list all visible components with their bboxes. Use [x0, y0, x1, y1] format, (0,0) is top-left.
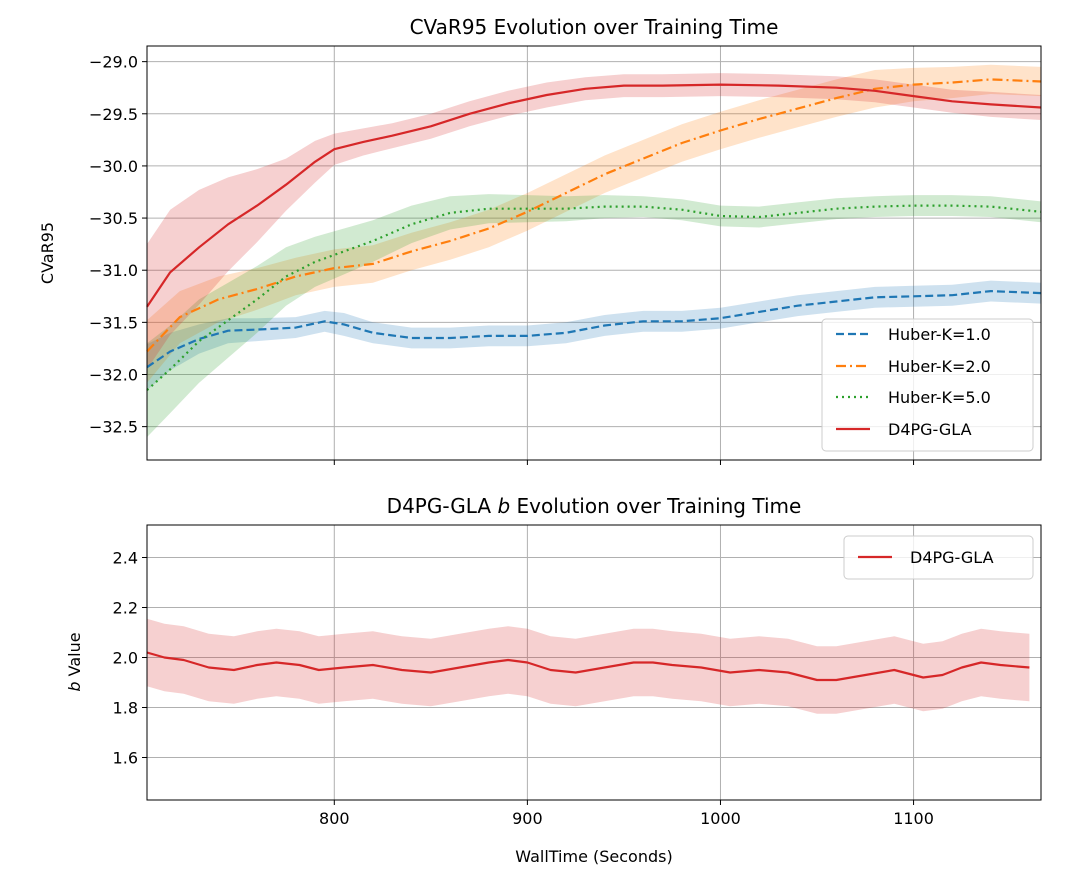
top-chart-bands	[147, 64, 1041, 438]
y-tick-label: −29.0	[89, 53, 138, 72]
y-tick-label: 1.6	[113, 749, 138, 768]
y-tick-label: −30.5	[89, 209, 138, 228]
bottom-title-italic: b	[497, 494, 510, 518]
y-tick-label: −31.0	[89, 261, 138, 280]
bottom-chart-y-ticks: 2.4 2.2 2.0 1.8 1.6	[113, 549, 147, 768]
series-line-d4pg-gla	[146, 83, 1042, 308]
top-chart-frame	[146, 45, 1042, 461]
confidence-band-d4pg-gla	[147, 73, 1041, 370]
top-chart-y-ticks: −29.0 −29.5 −30.0 −30.5 −31.0 −31.5 −32.0 −32.5	[89, 53, 147, 437]
y-tick-label: −29.5	[89, 105, 138, 124]
y-tick-label: 2.4	[113, 549, 138, 568]
bottom-chart-frame	[146, 524, 1042, 801]
x-tick-label: 900	[512, 809, 543, 828]
top-chart-lines	[146, 78, 1042, 391]
y-tick-label: −32.0	[89, 365, 138, 384]
top-chart-y-axis-label: CVaR95	[38, 222, 57, 284]
series-line-d4pg-gla	[146, 651, 1030, 682]
bottom-chart-lines	[146, 651, 1030, 682]
top-chart-grid	[147, 46, 1041, 460]
series-line-huber-k-5-0	[146, 204, 1042, 391]
legend-label-huber-k1: Huber-K=1.0	[888, 325, 991, 344]
series-line-huber-k-2-0	[146, 78, 1042, 353]
bottom-chart-y-axis-label: b Value	[65, 632, 84, 691]
x-tick-label: 1100	[893, 809, 934, 828]
y-tick-label: 2.2	[113, 599, 138, 618]
bottom-chart-legend: D4PG-GLA	[843, 535, 1034, 580]
bottom-chart: D4PG-GLA b Evolution over Training Time …	[65, 494, 1042, 866]
confidence-band-huber-k-1-0	[147, 280, 1041, 391]
confidence-band-huber-k-2-0	[147, 64, 1041, 383]
y-tick-label: −31.5	[89, 313, 138, 332]
legend-label-huber-k5: Huber-K=5.0	[888, 388, 991, 407]
y-tick-label: 1.8	[113, 699, 138, 718]
x-tick-label: 1000	[700, 809, 741, 828]
confidence-band-d4pg-gla	[147, 618, 1030, 714]
bottom-title-suffix: Evolution over Training Time	[510, 494, 801, 518]
confidence-band-huber-k-5-0	[147, 194, 1041, 438]
top-chart-x-ticks	[333, 460, 915, 465]
y-tick-label: −32.5	[89, 418, 138, 437]
bottom-ylabel-italic: b	[65, 681, 84, 691]
legend-box	[821, 318, 1034, 452]
bottom-chart-x-ticks: 800 900 1000 1100	[319, 800, 934, 828]
bottom-chart-bands	[147, 618, 1030, 714]
y-tick-label: −30.0	[89, 157, 138, 176]
legend-label-d4pg-gla: D4PG-GLA	[910, 548, 994, 567]
bottom-chart-title: D4PG-GLA b Evolution over Training Time	[387, 494, 802, 518]
legend-box	[843, 535, 1034, 580]
top-chart-title: CVaR95 Evolution over Training Time	[410, 15, 779, 39]
legend-label-huber-k2: Huber-K=2.0	[888, 357, 991, 376]
bottom-chart-x-axis-label: WallTime (Seconds)	[515, 847, 672, 866]
bottom-title-prefix: D4PG-GLA	[387, 494, 498, 518]
bottom-ylabel-suffix: Value	[65, 632, 84, 681]
series-line-huber-k-1-0	[146, 290, 1042, 369]
y-tick-label: 2.0	[113, 649, 138, 668]
legend-label-d4pg-gla: D4PG-GLA	[888, 420, 972, 439]
top-chart-legend: Huber-K=1.0 Huber-K=2.0 Huber-K=5.0 D4PG…	[821, 318, 1034, 452]
x-tick-label: 800	[319, 809, 350, 828]
top-chart: CVaR95 Evolution over Training Time −29.…	[38, 15, 1042, 465]
